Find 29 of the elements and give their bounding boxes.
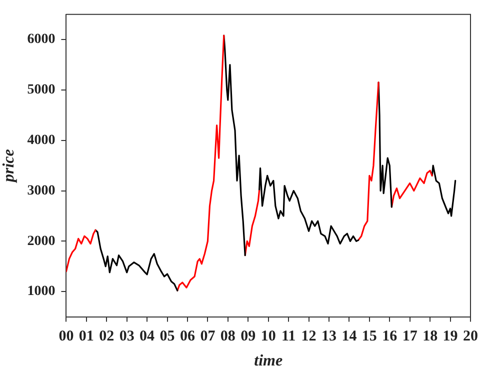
x-tick-label: 00 <box>58 328 74 345</box>
x-tick-label: 09 <box>240 328 256 345</box>
x-tick-label: 20 <box>463 328 478 345</box>
x-tick-label: 11 <box>281 328 296 345</box>
x-tick-label: 16 <box>382 328 398 345</box>
x-tick-label: 19 <box>442 328 458 345</box>
x-tick-label: 08 <box>220 328 236 345</box>
x-tick-label: 07 <box>200 328 216 345</box>
x-tick-label: 06 <box>180 328 196 345</box>
y-tick-label: 3000 <box>27 183 56 198</box>
x-tick-label: 10 <box>260 328 276 345</box>
y-tick-label: 5000 <box>27 82 56 98</box>
y-tick-label: 6000 <box>27 32 56 48</box>
x-tick-label: 18 <box>422 328 438 345</box>
x-tick-label: 14 <box>342 328 358 345</box>
y-tick-label: 2000 <box>27 234 56 249</box>
x-tick-label: 17 <box>402 328 418 345</box>
x-axis-title: time <box>254 352 283 370</box>
x-tick-label: 03 <box>119 328 134 345</box>
x-tick-label: 15 <box>362 328 377 345</box>
x-tick-label: 01 <box>78 328 94 345</box>
x-tick-label: 12 <box>301 328 316 345</box>
y-tick-label: 4000 <box>27 133 56 148</box>
x-tick-label: 05 <box>160 328 175 345</box>
y-axis-title: price <box>0 149 18 184</box>
y-tick-label: 1000 <box>27 284 56 300</box>
x-tick-label: 13 <box>321 328 336 345</box>
x-tick-label: 04 <box>140 328 156 345</box>
x-tick-label: 02 <box>99 328 114 345</box>
